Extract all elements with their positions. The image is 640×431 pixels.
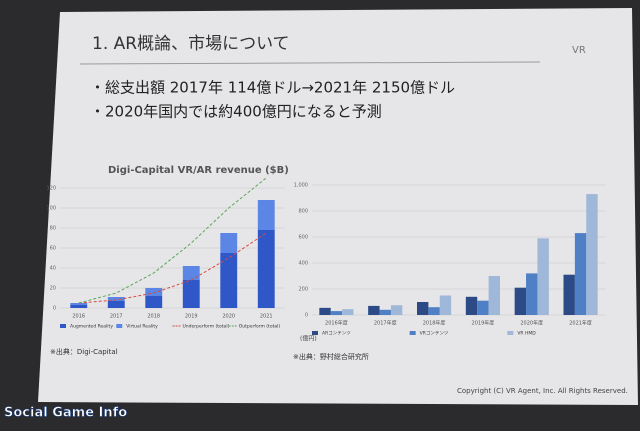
bar bbox=[428, 307, 440, 315]
bar bbox=[257, 200, 275, 230]
x-tick-label: 2016 bbox=[72, 314, 85, 320]
source: ※出典：Digi-Capital bbox=[50, 347, 118, 356]
legend-swatch bbox=[409, 331, 416, 335]
bar bbox=[488, 276, 501, 315]
logo: VR bbox=[572, 45, 586, 56]
bar bbox=[537, 238, 549, 315]
legend-swatch bbox=[116, 324, 123, 328]
bullet: ・総支出額 2017年 114億ドル→2021年 2150億ドル bbox=[90, 79, 455, 97]
y-tick-label: 800 bbox=[298, 209, 308, 215]
bar bbox=[379, 309, 391, 315]
legend-label: VR HMD bbox=[517, 331, 536, 337]
x-tick-label: 2020 bbox=[222, 314, 235, 320]
legend-swatch bbox=[507, 331, 514, 335]
x-tick-label: 2018年度 bbox=[423, 320, 446, 327]
bar bbox=[368, 305, 380, 315]
x-tick-label: 2019 bbox=[185, 314, 198, 320]
slide bbox=[38, 8, 638, 405]
x-tick-label: 2016年度 bbox=[325, 320, 348, 327]
y-tick-label: 0 bbox=[305, 313, 308, 319]
y-tick-label: 20 bbox=[50, 286, 56, 292]
bar bbox=[390, 305, 403, 315]
legend-swatch bbox=[60, 324, 66, 328]
bar bbox=[465, 296, 478, 315]
bar bbox=[342, 309, 354, 315]
bar bbox=[182, 266, 200, 280]
bar bbox=[220, 233, 238, 253]
bar bbox=[70, 303, 88, 305]
y-tick-label: 60 bbox=[50, 246, 56, 252]
slide-title: 1. AR概論、市場について bbox=[92, 34, 290, 54]
unit: (億円) bbox=[300, 335, 317, 343]
y-tick-label: 100 bbox=[46, 206, 56, 212]
bar bbox=[574, 233, 587, 315]
line bbox=[78, 177, 267, 304]
chart-title: Digi-Capital VR/AR revenue ($B) bbox=[108, 165, 289, 176]
bar bbox=[477, 300, 489, 315]
line bbox=[78, 232, 267, 304]
bar bbox=[145, 288, 163, 296]
legend-swatch bbox=[312, 331, 318, 335]
bar bbox=[220, 253, 238, 308]
x-tick-label: 2018 bbox=[147, 314, 160, 320]
y-tick-label: 200 bbox=[298, 287, 308, 293]
x-tick-label: 2021 bbox=[260, 314, 273, 320]
bar bbox=[70, 305, 88, 308]
source: ※出典：野村総合研究所 bbox=[293, 352, 369, 361]
bar bbox=[514, 287, 527, 315]
legend-label: Underperform (total) bbox=[183, 324, 230, 330]
y-tick-label: 400 bbox=[298, 261, 308, 267]
legend-label: Augmented Reality bbox=[70, 324, 113, 330]
bar bbox=[330, 311, 343, 315]
watermark: Social Game Info bbox=[4, 406, 127, 421]
bar bbox=[182, 280, 200, 308]
y-tick-label: 0 bbox=[53, 306, 56, 312]
bar bbox=[107, 297, 125, 301]
bar bbox=[439, 295, 452, 315]
bar bbox=[145, 296, 163, 308]
bar bbox=[526, 273, 538, 315]
bar bbox=[586, 194, 598, 315]
y-tick-label: 40 bbox=[50, 266, 56, 272]
legend-label: Outperform (total) bbox=[239, 324, 281, 330]
bar bbox=[416, 302, 429, 315]
x-tick-label: 2019年度 bbox=[472, 320, 495, 327]
x-tick-label: 2017年度 bbox=[374, 320, 397, 327]
bar bbox=[319, 307, 331, 315]
bullet: ・2020年国内では約400億円になると予測 bbox=[90, 103, 382, 121]
y-tick-label: 1,000 bbox=[294, 183, 308, 189]
y-tick-label: 120 bbox=[46, 186, 56, 192]
x-tick-label: 2021年度 bbox=[569, 320, 592, 327]
x-tick-label: 2020年度 bbox=[520, 320, 543, 327]
y-tick-label: 80 bbox=[50, 226, 56, 232]
bar bbox=[563, 274, 575, 315]
legend-label: VRコンテンツ bbox=[420, 331, 449, 337]
copyright: Copyright (C) VR Agent, Inc. All Rights … bbox=[457, 387, 628, 395]
x-tick-label: 2017 bbox=[110, 314, 123, 320]
title-rule bbox=[79, 61, 541, 65]
legend-label: Virtual Reality bbox=[126, 324, 158, 330]
y-tick-label: 600 bbox=[298, 235, 308, 241]
legend-label: ARコンテンツ bbox=[322, 331, 351, 337]
bar bbox=[107, 301, 125, 308]
bar bbox=[257, 230, 275, 308]
